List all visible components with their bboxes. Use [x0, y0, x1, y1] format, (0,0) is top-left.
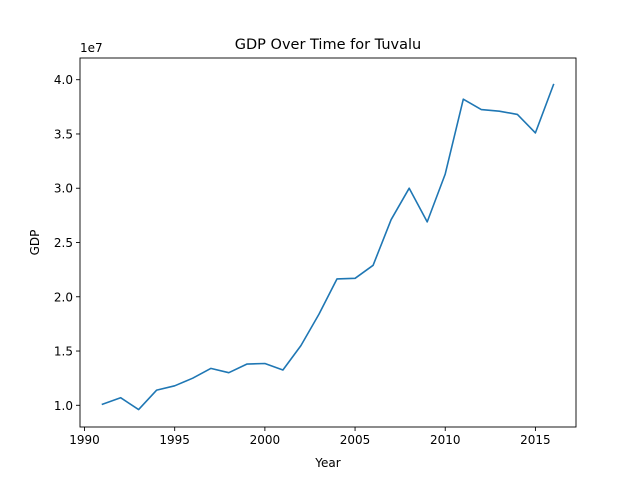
x-axis-ticks: 1990 1995 2000 2005 2010 2015 [69, 427, 551, 447]
y-tick-label: 1.0 [54, 399, 73, 413]
gdp-series-line [101, 83, 555, 411]
plot-area [101, 83, 555, 411]
x-tick-label: 2010 [430, 433, 461, 447]
y-tick-label: 1.5 [54, 345, 73, 359]
y-tick-label: 2.0 [54, 290, 73, 304]
chart-title: GDP Over Time for Tuvalu [235, 37, 421, 53]
y-tick-label: 3.0 [54, 182, 73, 196]
x-tick-label: 1995 [159, 433, 190, 447]
x-tick-label: 2005 [340, 433, 371, 447]
y-axis-ticks: 1.0 1.5 2.0 2.5 3.0 3.5 4.0 [54, 73, 80, 413]
x-tick-label: 2000 [250, 433, 281, 447]
plot-frame [79, 57, 577, 428]
y-tick-label: 2.5 [54, 236, 73, 250]
x-tick-label: 1990 [69, 433, 100, 447]
y-tick-label: 3.5 [54, 127, 73, 141]
y-axis-offset-label: 1e7 [80, 41, 103, 55]
x-axis-label: Year [314, 456, 340, 470]
x-tick-label: 2015 [520, 433, 551, 447]
y-tick-label: 4.0 [54, 73, 73, 87]
y-axis-label: GDP [28, 230, 42, 256]
